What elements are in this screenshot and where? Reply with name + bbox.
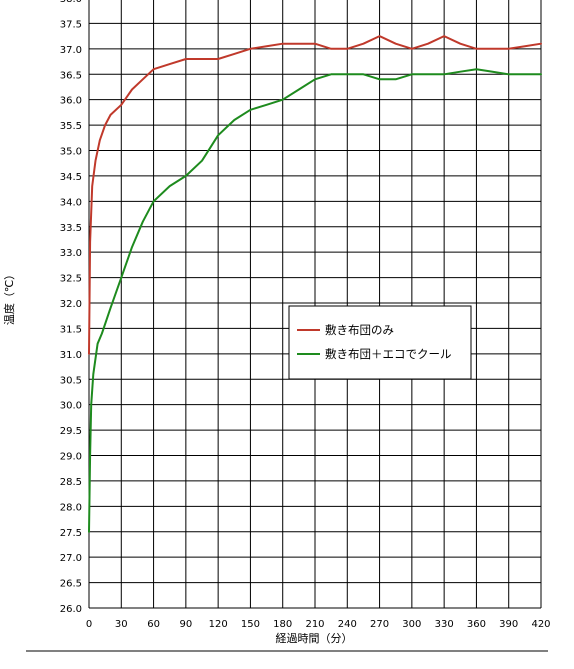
y-tick-label-3: 27.5 — [60, 528, 82, 539]
series — [88, 35, 542, 533]
x-tick-label-7: 210 — [305, 619, 324, 630]
y-tick-label-14: 33.0 — [60, 248, 82, 259]
legend: 敷き布団のみ 敷き布団＋エコでクール — [288, 305, 472, 380]
y-tick-label-20: 36.0 — [60, 96, 82, 107]
x-tick-label-8: 240 — [338, 619, 357, 630]
y-tick-label-5: 28.5 — [60, 477, 82, 488]
y-tick-label-2: 27.0 — [60, 553, 82, 564]
legend-label-1: 敷き布団＋エコでクール — [325, 347, 452, 361]
y-tick-label-18: 35.0 — [60, 147, 82, 158]
x-tick-label-10: 300 — [402, 619, 421, 630]
x-tick-label-2: 60 — [147, 619, 160, 630]
series-line-0 — [88, 35, 542, 355]
y-tick-label-13: 32.5 — [60, 274, 82, 285]
y-tick-label-6: 29.0 — [60, 452, 82, 463]
y-tick-label-9: 30.5 — [60, 375, 82, 386]
x-tick-label-5: 150 — [241, 619, 260, 630]
y-axis-title: 温度（℃） — [2, 269, 16, 325]
legend-label-0: 敷き布団のみ — [325, 323, 394, 337]
y-tick-label-1: 26.5 — [60, 579, 82, 590]
y-tick-label-23: 37.5 — [60, 19, 82, 30]
series-line-1 — [88, 68, 542, 533]
legend-box — [288, 305, 472, 380]
tick-labels: 0 30 60 90 120 150 180 210 240 270 300 330 360 390 420… — [60, 0, 551, 630]
x-tick-label-9: 270 — [370, 619, 389, 630]
y-tick-label-15: 33.5 — [60, 223, 82, 234]
x-tick-label-4: 120 — [209, 619, 228, 630]
y-tick-label-21: 36.5 — [60, 70, 82, 81]
y-tick-label-10: 31.0 — [60, 350, 82, 361]
y-tick-label-22: 37.0 — [60, 45, 82, 56]
x-tick-label-14: 420 — [531, 619, 550, 630]
y-tick-label-7: 29.5 — [60, 426, 82, 437]
y-tick-label-12: 32.0 — [60, 299, 82, 310]
y-tick-label-0: 26.0 — [60, 604, 82, 615]
y-tick-label-24: 38.0 — [60, 0, 82, 5]
grid — [88, 0, 542, 609]
y-tick-label-11: 31.5 — [60, 324, 82, 335]
x-tick-label-11: 330 — [435, 619, 454, 630]
y-tick-label-4: 28.0 — [60, 502, 82, 513]
y-tick-label-8: 30.0 — [60, 401, 82, 412]
y-tick-label-16: 34.0 — [60, 197, 82, 208]
x-tick-label-12: 360 — [467, 619, 486, 630]
y-tick-label-19: 35.5 — [60, 121, 82, 132]
x-tick-label-13: 390 — [499, 619, 518, 630]
x-tick-label-3: 90 — [179, 619, 192, 630]
x-tick-label-1: 30 — [115, 619, 128, 630]
x-tick-label-6: 180 — [273, 619, 292, 630]
x-axis-title: 経過時間（分） — [276, 632, 353, 645]
y-tick-label-17: 34.5 — [60, 172, 82, 183]
x-tick-label-0: 0 — [86, 619, 92, 630]
